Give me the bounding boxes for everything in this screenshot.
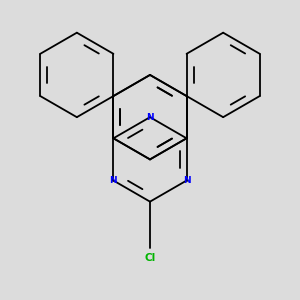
Text: N: N — [183, 176, 190, 185]
Text: Cl: Cl — [144, 253, 156, 263]
Text: N: N — [146, 113, 154, 122]
Text: N: N — [110, 176, 117, 185]
